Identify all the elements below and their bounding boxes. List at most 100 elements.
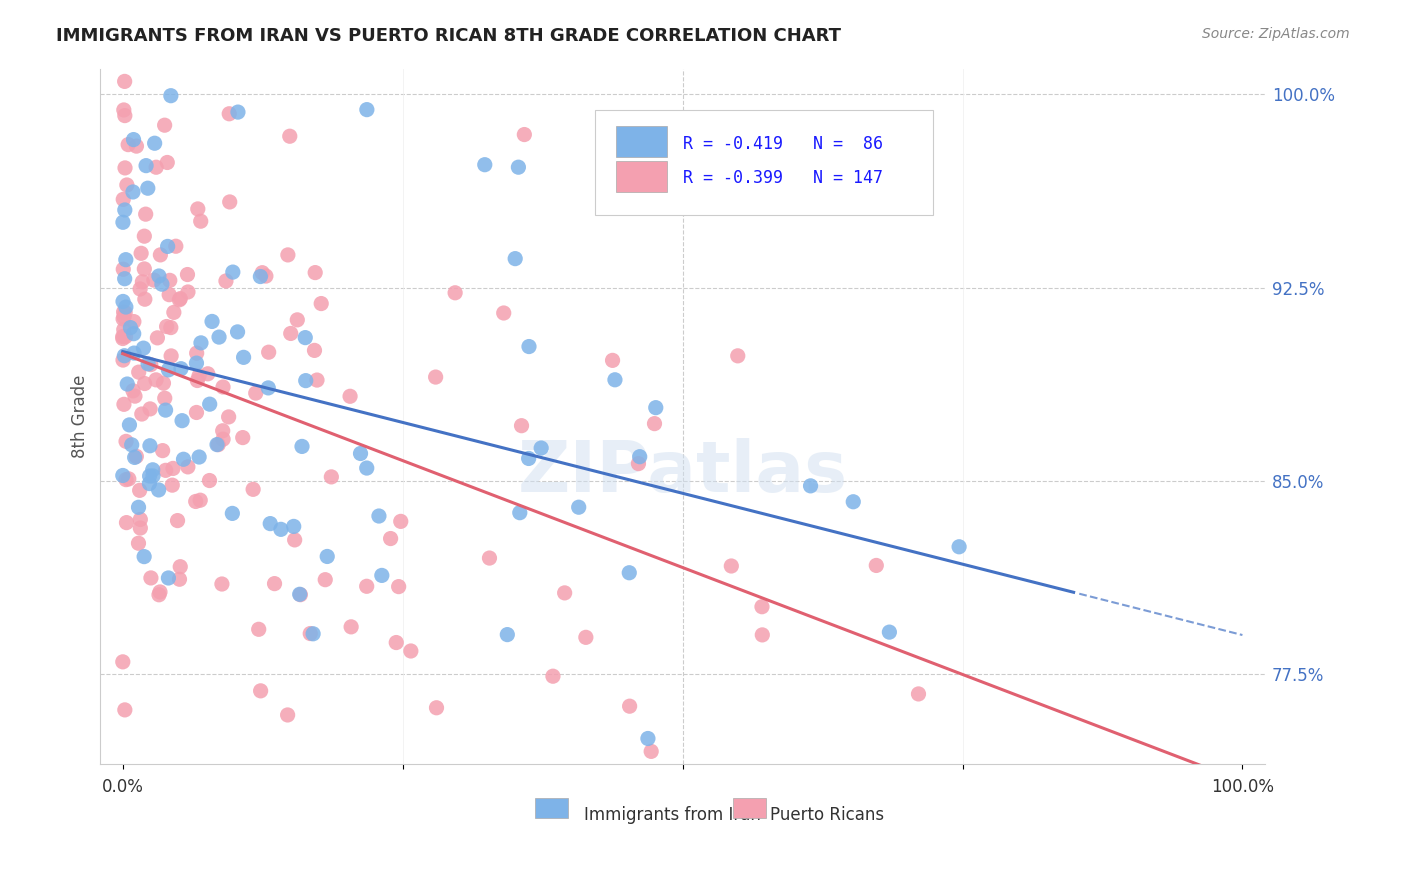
Point [218, 409, 240, 424]
Point [132, 341, 155, 355]
Point [135, 207, 157, 221]
Point [478, 551, 501, 566]
Point [201, 314, 224, 328]
Point [284, 533, 307, 547]
Point [170, 361, 193, 376]
Point [142, 463, 165, 477]
Point [226, 325, 249, 339]
Point [177, 459, 200, 474]
Point [640, 744, 662, 758]
Point [169, 572, 191, 586]
Point [111, 331, 134, 345]
Point [309, 296, 332, 310]
Point [136, 357, 159, 371]
Point [112, 349, 135, 363]
Point [799, 479, 821, 493]
Point [492, 306, 515, 320]
Point [111, 353, 134, 368]
Point [340, 620, 363, 634]
Point [285, 313, 308, 327]
Text: Source: ZipAtlas.com: Source: ZipAtlas.com [1202, 27, 1350, 41]
Point [254, 268, 277, 283]
Point [139, 571, 162, 585]
Point [304, 266, 326, 280]
Point [157, 571, 180, 585]
Point [122, 384, 145, 398]
Point [602, 353, 624, 368]
Point [215, 274, 238, 288]
Point [118, 417, 141, 432]
Point [149, 585, 172, 599]
Point [399, 644, 422, 658]
Point [117, 377, 139, 392]
Point [371, 568, 394, 582]
Point [148, 268, 170, 283]
Point [208, 330, 231, 344]
Point [249, 683, 271, 698]
Text: R = -0.399   N = 147: R = -0.399 N = 147 [682, 169, 883, 187]
Point [474, 158, 496, 172]
Point [155, 463, 177, 477]
Point [111, 294, 134, 309]
Point [212, 432, 235, 446]
Point [339, 389, 361, 403]
Point [222, 265, 245, 279]
Point [169, 559, 191, 574]
Point [129, 282, 152, 296]
Point [259, 516, 281, 531]
Point [148, 483, 170, 497]
Point [644, 401, 666, 415]
Point [278, 129, 301, 144]
Point [152, 443, 174, 458]
Point [138, 476, 160, 491]
FancyBboxPatch shape [595, 111, 934, 215]
Point [184, 494, 207, 508]
Point [156, 239, 179, 253]
Point [114, 703, 136, 717]
Point [148, 588, 170, 602]
Point [124, 389, 146, 403]
Point [138, 469, 160, 483]
Point [134, 292, 156, 306]
Point [207, 437, 229, 451]
Point [112, 310, 135, 324]
FancyBboxPatch shape [616, 161, 668, 192]
Point [169, 293, 191, 307]
Y-axis label: 8th Grade: 8th Grade [72, 375, 89, 458]
Point [575, 631, 598, 645]
Text: 0.0%: 0.0% [101, 778, 143, 797]
Point [530, 441, 553, 455]
Point [356, 461, 378, 475]
Point [294, 330, 316, 344]
Point [644, 417, 666, 431]
Point [125, 450, 148, 464]
Point [257, 345, 280, 359]
Point [198, 474, 221, 488]
Point [277, 708, 299, 723]
Point [304, 343, 326, 358]
Point [513, 128, 536, 142]
Point [112, 262, 135, 277]
Point [115, 473, 138, 487]
Point [349, 446, 371, 460]
Point [114, 109, 136, 123]
Point [122, 346, 145, 360]
Point [112, 323, 135, 337]
Point [321, 470, 343, 484]
Text: 100.0%: 100.0% [1211, 778, 1274, 797]
Point [188, 493, 211, 508]
Point [211, 424, 233, 438]
Point [218, 107, 240, 121]
Point [128, 483, 150, 498]
Point [134, 549, 156, 564]
Point [503, 252, 526, 266]
Point [129, 521, 152, 535]
Point [603, 373, 626, 387]
Point [389, 515, 412, 529]
Point [166, 514, 188, 528]
Text: Puerto Ricans: Puerto Ricans [770, 806, 884, 824]
Point [112, 193, 135, 207]
Point [212, 380, 235, 394]
Point [211, 577, 233, 591]
Point [270, 522, 292, 536]
